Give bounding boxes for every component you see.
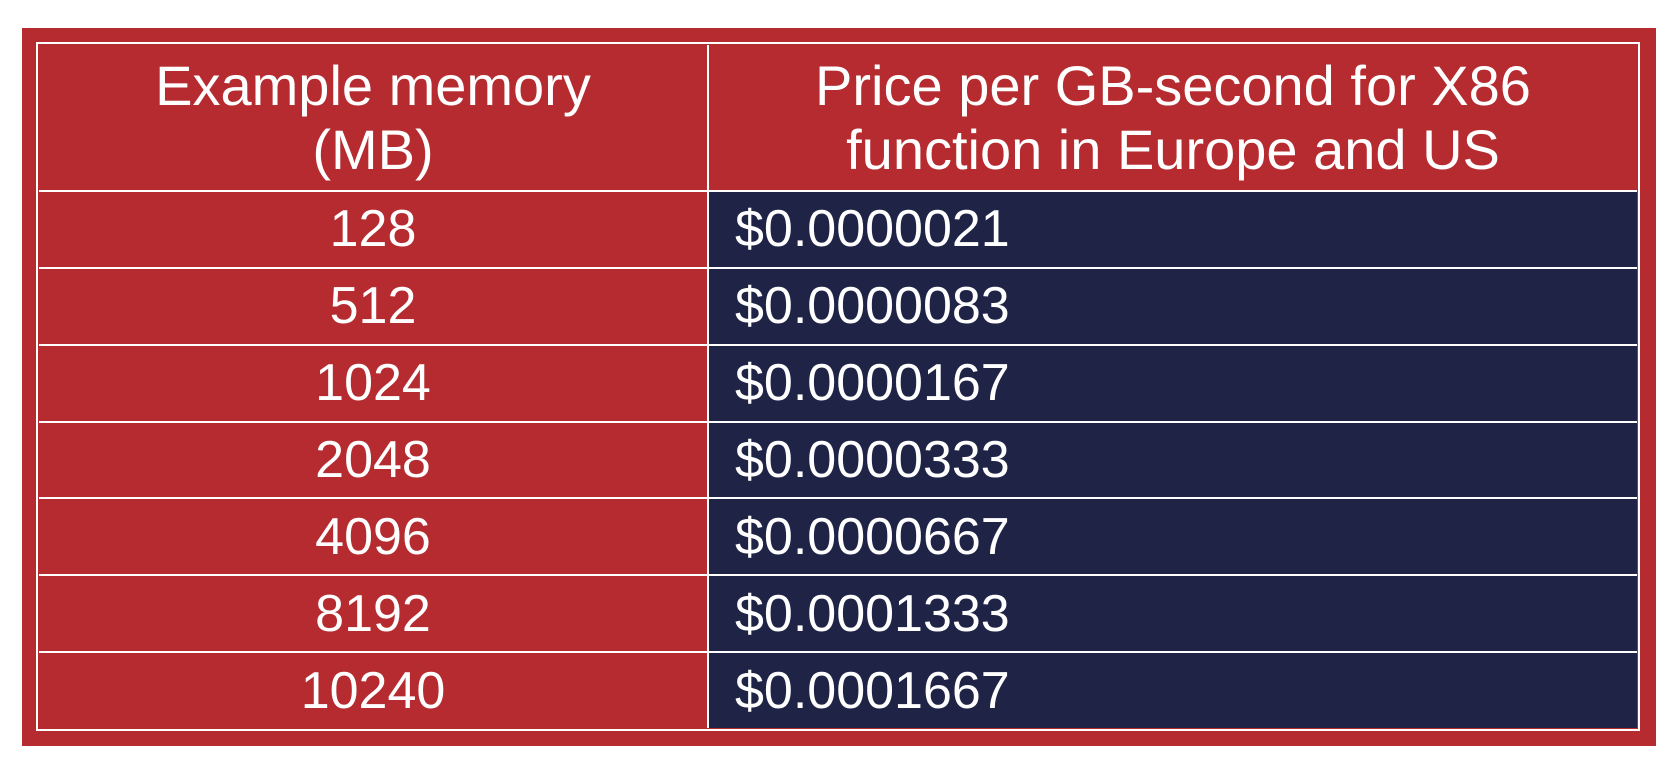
table-row: 1024 $0.0000167 <box>39 344 1637 423</box>
price-cell: $0.0000167 <box>708 344 1637 423</box>
memory-cell: 10240 <box>39 652 709 728</box>
table-row: 512 $0.0000083 <box>39 267 1637 346</box>
price-cell: $0.0000083 <box>708 267 1637 346</box>
price-cell: $0.0001333 <box>708 575 1637 654</box>
table-row: 4096 $0.0000667 <box>39 498 1637 577</box>
memory-cell: 2048 <box>39 421 709 500</box>
memory-cell: 8192 <box>39 575 709 654</box>
header-price: Price per GB-second for X86 function in … <box>708 45 1637 192</box>
memory-cell: 1024 <box>39 344 709 423</box>
memory-cell: 128 <box>39 191 709 269</box>
price-cell: $0.0000667 <box>708 498 1637 577</box>
memory-cell: 4096 <box>39 498 709 577</box>
table-row: 128 $0.0000021 <box>39 191 1637 269</box>
table-row: 2048 $0.0000333 <box>39 421 1637 500</box>
price-cell: $0.0001667 <box>708 652 1637 728</box>
table-inner-border <box>36 42 1640 731</box>
table-header-row: Example memory (MB) Price per GB-second … <box>39 45 1637 192</box>
price-cell: $0.0000021 <box>708 191 1637 269</box>
memory-cell: 512 <box>39 267 709 346</box>
table-row: 8192 $0.0001333 <box>39 575 1637 654</box>
pricing-table: Example memory (MB) Price per GB-second … <box>39 45 1637 728</box>
price-cell: $0.0000333 <box>708 421 1637 500</box>
table-row: 10240 $0.0001667 <box>39 652 1637 728</box>
table-body: 128 $0.0000021 512 $0.0000083 1024 $0.0000167… <box>39 191 1637 728</box>
header-memory: Example memory (MB) <box>39 45 709 192</box>
